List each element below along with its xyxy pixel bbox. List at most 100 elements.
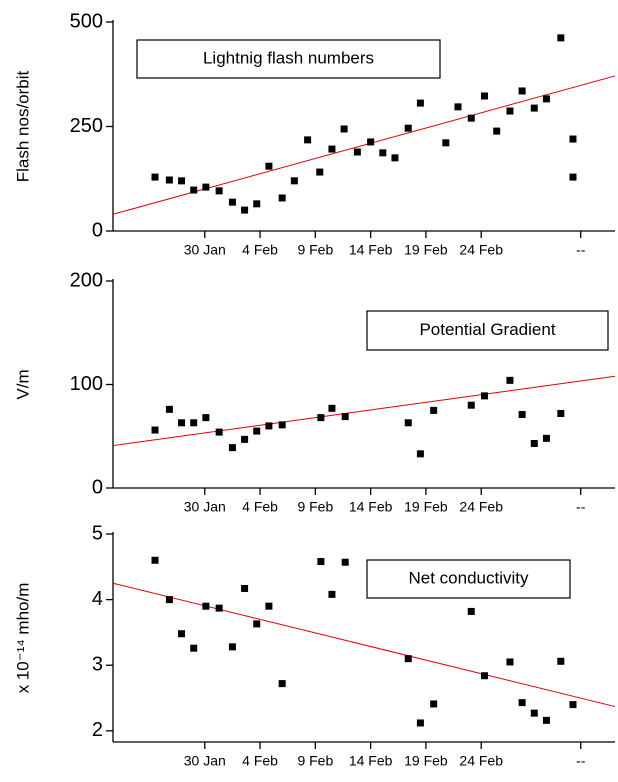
point bbox=[328, 404, 336, 412]
x-tick-label: 4 Feb bbox=[242, 499, 278, 515]
point bbox=[215, 187, 223, 195]
point bbox=[265, 162, 273, 170]
point bbox=[253, 200, 261, 208]
x-tick-label: 9 Feb bbox=[297, 499, 333, 515]
point bbox=[151, 426, 159, 434]
x-tick-label: 4 Feb bbox=[242, 753, 278, 769]
point bbox=[481, 392, 489, 400]
point bbox=[467, 607, 475, 615]
point bbox=[530, 709, 538, 717]
annotation-box bbox=[136, 39, 441, 79]
point bbox=[228, 444, 236, 452]
y-axis-label: x 10⁻¹⁴ mho/m bbox=[13, 583, 32, 694]
point bbox=[367, 138, 375, 146]
x-tick-label: -- bbox=[576, 753, 586, 769]
point bbox=[518, 699, 526, 707]
point bbox=[178, 177, 186, 185]
y-tick-label: 100 bbox=[70, 373, 103, 395]
point bbox=[569, 701, 577, 709]
point bbox=[569, 135, 577, 143]
point bbox=[404, 419, 412, 427]
point bbox=[391, 154, 399, 162]
point bbox=[178, 630, 186, 638]
point bbox=[278, 421, 286, 429]
point bbox=[481, 92, 489, 100]
point bbox=[416, 450, 424, 458]
point bbox=[265, 602, 273, 610]
x-tick-label: 14 Feb bbox=[349, 242, 393, 258]
point bbox=[416, 719, 424, 727]
point bbox=[151, 556, 159, 564]
point bbox=[430, 700, 438, 708]
trend-line bbox=[112, 75, 616, 215]
x-tick-label: -- bbox=[576, 499, 586, 515]
point bbox=[165, 596, 173, 604]
x-tick-label: -- bbox=[576, 242, 586, 258]
y-tick-label: 3 bbox=[92, 654, 103, 676]
y-tick-label: 5 bbox=[92, 522, 103, 544]
point bbox=[518, 87, 526, 95]
x-tick-label: 24 Feb bbox=[459, 242, 503, 258]
point bbox=[557, 34, 565, 42]
x-tick-label: 30 Jan bbox=[184, 753, 226, 769]
point bbox=[404, 655, 412, 663]
trend-line bbox=[112, 375, 616, 447]
point bbox=[341, 558, 349, 566]
x-tick-label: 14 Feb bbox=[349, 753, 393, 769]
point bbox=[202, 183, 210, 191]
point bbox=[151, 173, 159, 181]
x-tick-label: 4 Feb bbox=[242, 242, 278, 258]
point bbox=[530, 104, 538, 112]
annotation: Net conductivity bbox=[409, 568, 529, 587]
point bbox=[442, 139, 450, 147]
point bbox=[328, 590, 336, 598]
y-tick-label: 500 bbox=[70, 10, 103, 32]
y-tick-label: 200 bbox=[70, 269, 103, 291]
point bbox=[202, 602, 210, 610]
point bbox=[530, 439, 538, 447]
point bbox=[481, 672, 489, 680]
point bbox=[557, 409, 565, 417]
point bbox=[467, 114, 475, 122]
point bbox=[341, 413, 349, 421]
point bbox=[241, 435, 249, 443]
point bbox=[253, 427, 261, 435]
point bbox=[241, 584, 249, 592]
point bbox=[340, 125, 348, 133]
point bbox=[228, 643, 236, 651]
x-tick-label: 24 Feb bbox=[459, 499, 503, 515]
y-tick-label: 0 bbox=[92, 476, 103, 498]
y-tick-label: 2 bbox=[92, 719, 103, 741]
trend-line bbox=[112, 582, 616, 708]
y-tick-label: 0 bbox=[92, 219, 103, 241]
y-tick-label: 250 bbox=[70, 115, 103, 137]
x-tick-label: 30 Jan bbox=[184, 242, 226, 258]
point bbox=[241, 206, 249, 214]
point bbox=[379, 149, 387, 157]
point bbox=[316, 168, 324, 176]
point bbox=[165, 405, 173, 413]
annotation: Potential Gradient bbox=[419, 320, 555, 339]
point bbox=[215, 428, 223, 436]
point bbox=[190, 419, 198, 427]
y-tick-label: 4 bbox=[92, 588, 103, 610]
point bbox=[506, 376, 514, 384]
y-axis-label: Flash nos/orbit bbox=[13, 70, 32, 182]
point bbox=[493, 127, 501, 135]
annotation: Lightnig flash numbers bbox=[203, 48, 374, 67]
point bbox=[190, 644, 198, 652]
x-tick-label: 9 Feb bbox=[297, 242, 333, 258]
point bbox=[404, 124, 412, 132]
point bbox=[178, 419, 186, 427]
point bbox=[416, 99, 424, 107]
point bbox=[353, 148, 361, 156]
point bbox=[317, 414, 325, 422]
point bbox=[542, 434, 550, 442]
point bbox=[430, 406, 438, 414]
point bbox=[253, 620, 261, 628]
point bbox=[467, 401, 475, 409]
point bbox=[506, 658, 514, 666]
x-tick-label: 30 Jan bbox=[184, 499, 226, 515]
point bbox=[265, 422, 273, 430]
